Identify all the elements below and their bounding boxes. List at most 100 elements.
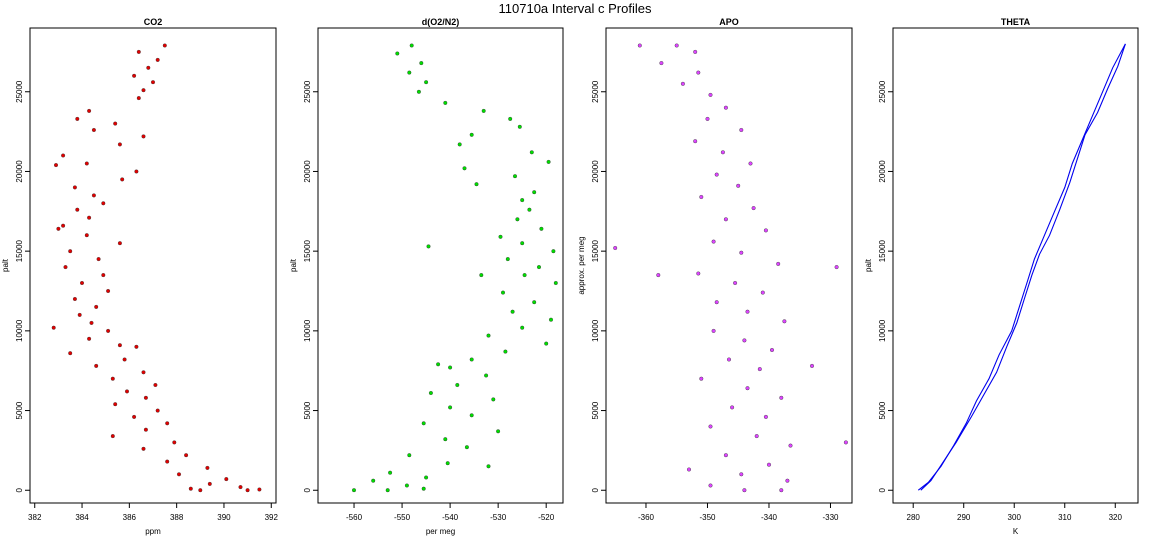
- data-point: [723, 105, 728, 110]
- y-tick-label: 10000: [878, 319, 887, 342]
- data-point: [117, 343, 122, 348]
- data-point: [143, 395, 148, 400]
- data-point: [714, 300, 719, 305]
- data-point: [409, 43, 414, 48]
- data-point: [736, 183, 741, 188]
- data-point: [708, 424, 713, 429]
- x-tick-label: 388: [170, 513, 184, 522]
- data-point: [508, 116, 513, 121]
- data-point: [708, 92, 713, 97]
- data-point: [245, 488, 250, 493]
- y-tick-label: 25000: [303, 80, 312, 103]
- data-point: [72, 297, 77, 302]
- data-point: [742, 488, 747, 493]
- data-point: [498, 234, 503, 239]
- data-point: [699, 194, 704, 199]
- data-point: [687, 467, 692, 472]
- theta-profile-line: [917, 43, 1126, 491]
- chart-title: THETA: [1001, 17, 1031, 27]
- y-tick-label: 5000: [878, 401, 887, 419]
- x-axis-label: ppm: [145, 527, 161, 536]
- data-point: [257, 487, 262, 492]
- data-point: [238, 485, 243, 490]
- y-axis-label: palt: [289, 258, 298, 272]
- data-point: [162, 43, 167, 48]
- data-point: [132, 414, 137, 419]
- x-tick-label: 280: [907, 513, 921, 522]
- y-tick-label: 5000: [591, 401, 600, 419]
- theta-profile-line: [920, 43, 1126, 491]
- data-point: [739, 250, 744, 255]
- data-point: [117, 142, 122, 147]
- data-point: [720, 150, 725, 155]
- data-point: [153, 383, 158, 388]
- data-point: [696, 271, 701, 276]
- data-point: [782, 319, 787, 324]
- data-point: [779, 488, 784, 493]
- y-tick-label: 5000: [15, 401, 24, 419]
- data-point: [810, 363, 815, 368]
- data-point: [520, 241, 525, 246]
- data-point: [486, 333, 491, 338]
- data-point: [106, 289, 111, 294]
- data-point: [770, 348, 775, 353]
- data-point: [529, 150, 534, 155]
- data-point: [522, 273, 527, 278]
- data-point: [733, 281, 738, 286]
- data-point: [122, 357, 127, 362]
- data-point: [424, 80, 429, 85]
- data-point: [436, 362, 441, 367]
- y-axis-label: palt: [864, 258, 873, 272]
- data-point: [404, 483, 409, 488]
- data-point: [699, 376, 704, 381]
- y-tick-label: 20000: [591, 160, 600, 183]
- data-point: [613, 245, 618, 250]
- data-point: [101, 201, 106, 206]
- x-tick-label: 382: [28, 513, 42, 522]
- data-point: [68, 351, 73, 356]
- data-point: [788, 443, 793, 448]
- y-tick-label: 20000: [15, 160, 24, 183]
- data-point: [745, 386, 750, 391]
- data-point: [464, 445, 469, 450]
- data-point: [496, 429, 501, 434]
- data-point: [134, 344, 139, 349]
- data-point: [113, 121, 118, 126]
- data-point: [184, 453, 189, 458]
- data-point: [754, 434, 759, 439]
- data-point: [141, 88, 146, 93]
- y-axis-label: palt: [1, 258, 10, 272]
- x-tick-label: 320: [1109, 513, 1123, 522]
- y-tick-label: 5000: [303, 401, 312, 419]
- y-tick-label: 15000: [591, 239, 600, 262]
- data-point: [385, 488, 390, 493]
- data-point: [484, 373, 489, 378]
- data-point: [110, 376, 115, 381]
- data-point: [537, 265, 542, 270]
- data-point: [94, 363, 99, 368]
- data-point: [141, 134, 146, 139]
- x-tick-label: -350: [699, 513, 716, 522]
- data-point: [760, 290, 765, 295]
- x-tick-label: -520: [538, 513, 555, 522]
- data-point: [141, 370, 146, 375]
- data-point: [469, 357, 474, 362]
- data-point: [110, 434, 115, 439]
- data-point: [659, 61, 664, 66]
- data-point: [407, 453, 412, 458]
- data-point: [445, 461, 450, 466]
- y-tick-label: 15000: [303, 239, 312, 262]
- data-point: [711, 328, 716, 333]
- y-tick-label: 25000: [15, 80, 24, 103]
- data-point: [539, 226, 544, 231]
- y-tick-label: 15000: [878, 239, 887, 262]
- data-point: [419, 61, 424, 66]
- data-point: [517, 124, 522, 129]
- data-point: [843, 440, 848, 445]
- data-point: [198, 488, 203, 493]
- data-point: [101, 273, 106, 278]
- data-point: [165, 421, 170, 426]
- data-point: [745, 309, 750, 314]
- data-point: [106, 328, 111, 333]
- y-tick-label: 20000: [303, 160, 312, 183]
